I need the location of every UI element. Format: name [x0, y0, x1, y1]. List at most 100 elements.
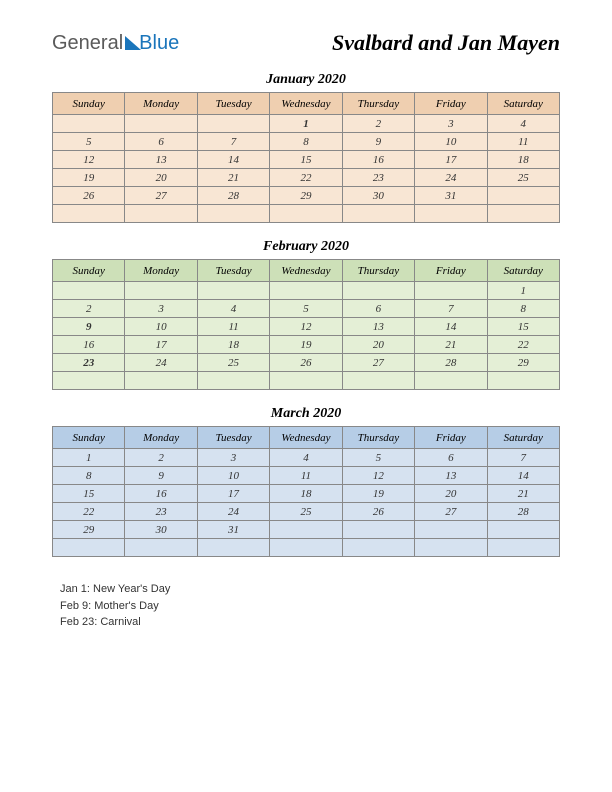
calendar-cell [125, 372, 197, 390]
calendar-cell: 31 [415, 187, 487, 205]
calendar-cell [342, 521, 414, 539]
calendar-row: 1 [53, 282, 560, 300]
calendar-cell: 11 [487, 133, 559, 151]
calendar-row: 16171819202122 [53, 336, 560, 354]
day-header: Friday [415, 427, 487, 449]
calendar-cell [197, 282, 269, 300]
calendar-cell: 27 [342, 354, 414, 372]
calendar-cell: 7 [197, 133, 269, 151]
calendar-cell: 26 [53, 187, 125, 205]
calendar-table: SundayMondayTuesdayWednesdayThursdayFrid… [52, 426, 560, 557]
calendar-cell: 4 [270, 449, 342, 467]
calendar-cell: 23 [342, 169, 414, 187]
calendar-cell: 21 [415, 336, 487, 354]
calendar-cell: 2 [125, 449, 197, 467]
month-title: January 2020 [52, 72, 560, 88]
calendar-cell: 16 [125, 485, 197, 503]
calendar-row: 1234567 [53, 449, 560, 467]
day-header: Tuesday [197, 260, 269, 282]
calendar-cell [487, 205, 559, 223]
calendar-cell: 13 [342, 318, 414, 336]
calendar-cell: 18 [270, 485, 342, 503]
calendar-cell: 19 [53, 169, 125, 187]
day-header: Monday [125, 93, 197, 115]
day-header: Thursday [342, 260, 414, 282]
calendar-cell: 22 [270, 169, 342, 187]
calendar-cell: 4 [197, 300, 269, 318]
calendar-cell: 19 [270, 336, 342, 354]
calendar-cell: 6 [125, 133, 197, 151]
calendar-cell [487, 521, 559, 539]
calendar-cell: 13 [125, 151, 197, 169]
calendar-cell [270, 205, 342, 223]
calendar-cell [487, 187, 559, 205]
calendar-cell: 25 [197, 354, 269, 372]
calendar-cell: 25 [487, 169, 559, 187]
calendar-cell: 4 [487, 115, 559, 133]
calendar-cell: 9 [342, 133, 414, 151]
calendar-cell: 2 [53, 300, 125, 318]
month-block: February 2020SundayMondayTuesdayWednesda… [52, 239, 560, 390]
day-header: Sunday [53, 93, 125, 115]
calendar-cell: 27 [125, 187, 197, 205]
calendar-cell: 23 [125, 503, 197, 521]
calendar-cell [53, 115, 125, 133]
calendar-cell: 24 [197, 503, 269, 521]
calendar-cell: 7 [415, 300, 487, 318]
calendar-cell: 10 [197, 467, 269, 485]
calendar-cell: 3 [197, 449, 269, 467]
calendar-cell: 29 [53, 521, 125, 539]
calendar-row: 293031 [53, 521, 560, 539]
calendar-cell [125, 282, 197, 300]
holiday-note: Jan 1: New Year's Day [60, 581, 552, 598]
month-block: March 2020SundayMondayTuesdayWednesdayTh… [52, 406, 560, 557]
day-header: Friday [415, 260, 487, 282]
calendar-cell: 24 [415, 169, 487, 187]
calendar-cell: 18 [197, 336, 269, 354]
calendar-cell: 15 [487, 318, 559, 336]
calendar-cell: 20 [342, 336, 414, 354]
calendar-row: 1234 [53, 115, 560, 133]
logo-text-1: General [52, 32, 123, 55]
calendar-cell [197, 205, 269, 223]
day-header: Monday [125, 427, 197, 449]
calendar-cell: 5 [270, 300, 342, 318]
calendar-cell: 28 [487, 503, 559, 521]
holiday-note: Feb 9: Mother's Day [60, 598, 552, 615]
header: General Blue Svalbard and Jan Mayen [0, 0, 612, 66]
day-header: Thursday [342, 427, 414, 449]
calendar-cell: 3 [415, 115, 487, 133]
calendar-row: 15161718192021 [53, 485, 560, 503]
month-block: January 2020SundayMondayTuesdayWednesday… [52, 72, 560, 223]
calendar-cell: 9 [125, 467, 197, 485]
day-header: Wednesday [270, 260, 342, 282]
day-header: Saturday [487, 427, 559, 449]
day-header: Saturday [487, 93, 559, 115]
calendar-cell: 5 [342, 449, 414, 467]
calendar-cell: 16 [342, 151, 414, 169]
calendar-cell [415, 205, 487, 223]
calendar-cell: 18 [487, 151, 559, 169]
calendar-cell: 19 [342, 485, 414, 503]
calendar-row: 22232425262728 [53, 503, 560, 521]
calendar-cell: 26 [270, 354, 342, 372]
calendar-cell [125, 205, 197, 223]
calendar-cell: 21 [197, 169, 269, 187]
calendar-cell: 17 [197, 485, 269, 503]
calendar-cell: 8 [53, 467, 125, 485]
day-header: Wednesday [270, 93, 342, 115]
calendar-cell: 29 [487, 354, 559, 372]
calendar-cell [487, 539, 559, 557]
calendar-cell [415, 521, 487, 539]
calendar-cell: 22 [53, 503, 125, 521]
calendar-cell: 9 [53, 318, 125, 336]
calendar-cell: 30 [342, 187, 414, 205]
calendar-cell: 11 [197, 318, 269, 336]
calendar-cell: 30 [125, 521, 197, 539]
logo: General Blue [52, 32, 179, 55]
calendar-cell [53, 372, 125, 390]
calendar-cell: 16 [53, 336, 125, 354]
calendar-cell [487, 372, 559, 390]
calendar-cell: 6 [415, 449, 487, 467]
calendar-cell: 28 [415, 354, 487, 372]
